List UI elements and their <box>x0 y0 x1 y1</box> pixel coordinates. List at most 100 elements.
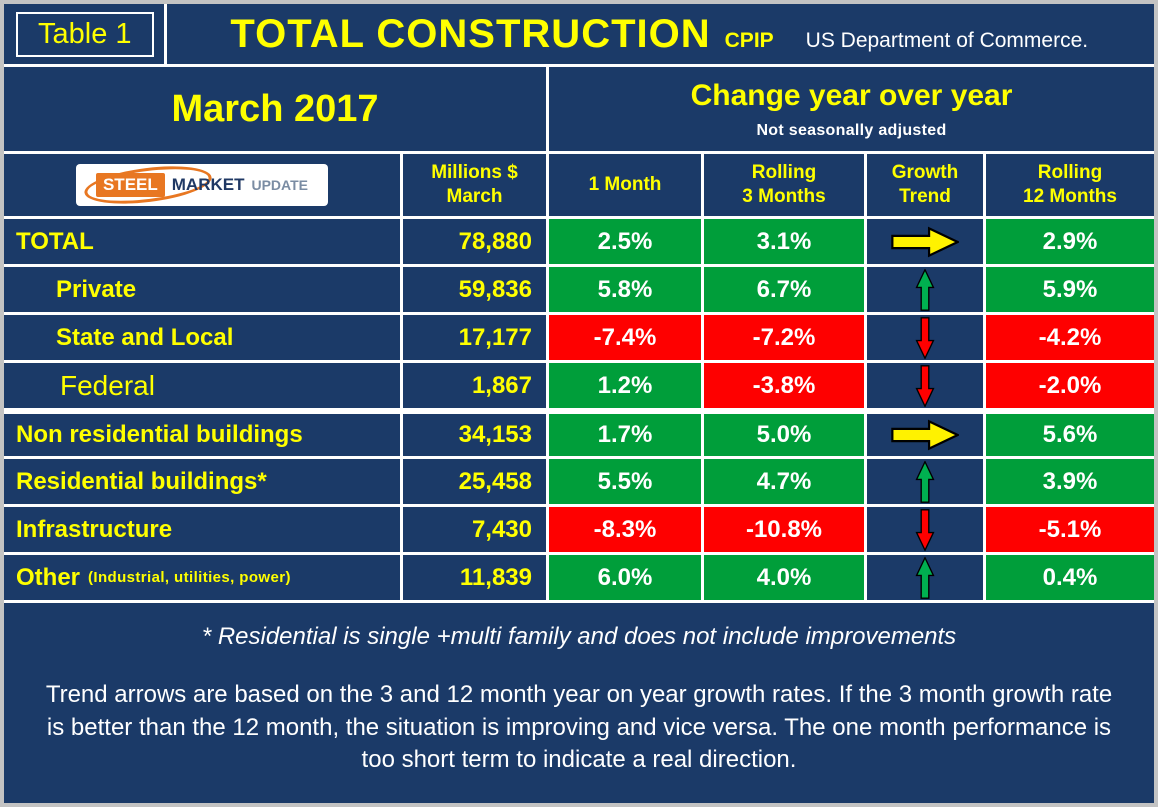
cell-1month: 6.0% <box>549 555 701 600</box>
cell-rolling12: 2.9% <box>986 219 1154 264</box>
row-label-text: State and Local <box>56 323 234 351</box>
cell-1month: 1.7% <box>549 411 701 456</box>
column-header-line: 3 Months <box>742 186 826 207</box>
column-header-line: Growth <box>891 162 959 184</box>
cell-millions: 78,880 <box>403 219 546 264</box>
trend-arrow-icon <box>914 460 935 502</box>
trend-arrow-cell <box>867 555 983 600</box>
cell-millions: 1,867 <box>403 363 546 408</box>
row-label-text: Federal <box>60 369 155 401</box>
table-number-box: Table 1 <box>16 11 154 57</box>
column-header-line: 12 Months <box>1023 186 1117 207</box>
column-header-line: Rolling <box>1037 162 1103 184</box>
residential-footnote: * Residential is single +multi family an… <box>201 623 957 650</box>
trend-arrow-icon <box>914 556 935 598</box>
column-header-growth-trend: Growth Trend <box>867 154 983 216</box>
logo-word-update: UPDATE <box>251 177 309 193</box>
cell-1month: -8.3% <box>549 507 701 552</box>
logo-word-market: MARKET <box>171 175 245 194</box>
row-label: State and Local <box>4 315 400 360</box>
row-label-text: Other <box>16 563 81 591</box>
cell-rolling12: -5.1% <box>986 507 1154 552</box>
cell-rolling12: -2.0% <box>986 363 1154 408</box>
logo-cell: STEEL MARKET UPDATE <box>4 154 400 216</box>
trend-arrow-cell <box>867 411 983 456</box>
row-label: TOTAL <box>4 219 400 264</box>
row-label-note: (Industrial, utilities, power) <box>88 569 291 586</box>
source-label: US Department of Commerce. <box>805 28 1089 52</box>
cell-1month: -7.4% <box>549 315 701 360</box>
trend-arrow-cell <box>867 459 983 504</box>
row-label: Federal <box>4 363 400 408</box>
cell-1month: 2.5% <box>549 219 701 264</box>
column-header-millions: Millions $ March <box>403 154 546 216</box>
change-title: Change year over year <box>690 78 1013 112</box>
column-header-1month: 1 Month <box>549 154 701 216</box>
cell-1month: 5.8% <box>549 267 701 312</box>
trend-arrow-icon <box>914 508 935 550</box>
cell-rolling12: 3.9% <box>986 459 1154 504</box>
row-label-text: TOTAL <box>16 227 94 255</box>
trend-arrow-cell <box>867 507 983 552</box>
cell-millions: 7,430 <box>403 507 546 552</box>
cell-rolling12: -4.2% <box>986 315 1154 360</box>
cell-rolling3: -3.8% <box>704 363 864 408</box>
cell-millions: 17,177 <box>403 315 546 360</box>
row-label-text: Non residential buildings <box>16 421 303 448</box>
column-header-rolling12: Rolling 12 Months <box>986 154 1154 216</box>
construction-table: March 2017 Change year over year Not sea… <box>4 67 1154 603</box>
row-label: Non residential buildings <box>4 411 400 456</box>
trend-arrow-cell <box>867 267 983 312</box>
period-label: March 2017 <box>4 67 546 151</box>
row-label-text: Private <box>56 275 137 303</box>
cell-rolling3: -7.2% <box>704 315 864 360</box>
trend-arrow-icon <box>891 225 959 259</box>
trend-footnote: Trend arrows are based on the 3 and 12 m… <box>45 681 1113 774</box>
footnotes: * Residential is single +multi family an… <box>4 603 1154 803</box>
cell-rolling3: 3.1% <box>704 219 864 264</box>
row-label: Private <box>4 267 400 312</box>
cell-rolling3: 4.0% <box>704 555 864 600</box>
table-number-label: Table 1 <box>38 17 132 50</box>
row-label-text: Residential buildings* <box>16 467 267 495</box>
column-header-line: 1 Month <box>588 174 662 196</box>
row-label: Residential buildings* <box>4 459 400 504</box>
trend-arrow-icon <box>914 364 935 406</box>
cell-rolling12: 5.6% <box>986 411 1154 456</box>
trend-arrow-cell <box>867 219 983 264</box>
trend-arrow-icon <box>891 418 959 452</box>
cell-rolling12: 5.9% <box>986 267 1154 312</box>
cell-millions: 25,458 <box>403 459 546 504</box>
cell-millions: 59,836 <box>403 267 546 312</box>
column-header-line: March <box>446 186 503 207</box>
row-label: Infrastructure <box>4 507 400 552</box>
title-divider <box>163 4 167 64</box>
steel-market-update-logo: STEEL MARKET UPDATE <box>76 160 328 210</box>
trend-arrow-icon <box>914 316 935 358</box>
cell-1month: 5.5% <box>549 459 701 504</box>
cell-millions: 34,153 <box>403 411 546 456</box>
column-header-line: Rolling <box>751 162 817 184</box>
title-group: TOTAL CONSTRUCTION CPIP US Department of… <box>175 12 1144 57</box>
cell-rolling3: 4.7% <box>704 459 864 504</box>
cell-rolling3: 5.0% <box>704 411 864 456</box>
trend-arrow-cell <box>867 363 983 408</box>
cell-rolling3: 6.7% <box>704 267 864 312</box>
page-title: TOTAL CONSTRUCTION <box>230 11 711 56</box>
column-header-line: Millions $ <box>431 162 518 184</box>
cell-millions: 11,839 <box>403 555 546 600</box>
title-bar: Table 1 TOTAL CONSTRUCTION CPIP US Depar… <box>4 4 1154 67</box>
row-label-text: Infrastructure <box>16 515 173 543</box>
title-tag: CPIP <box>724 28 774 52</box>
column-header-rolling3: Rolling 3 Months <box>704 154 864 216</box>
change-note: Not seasonally adjusted <box>756 121 947 139</box>
trend-arrow-cell <box>867 315 983 360</box>
logo-word-steel: STEEL <box>95 173 165 197</box>
column-header-line: Trend <box>899 186 951 207</box>
cell-rolling3: -10.8% <box>704 507 864 552</box>
row-label: Other (Industrial, utilities, power) <box>4 555 400 600</box>
change-header: Change year over year Not seasonally adj… <box>549 67 1154 151</box>
cell-rolling12: 0.4% <box>986 555 1154 600</box>
cell-1month: 1.2% <box>549 363 701 408</box>
